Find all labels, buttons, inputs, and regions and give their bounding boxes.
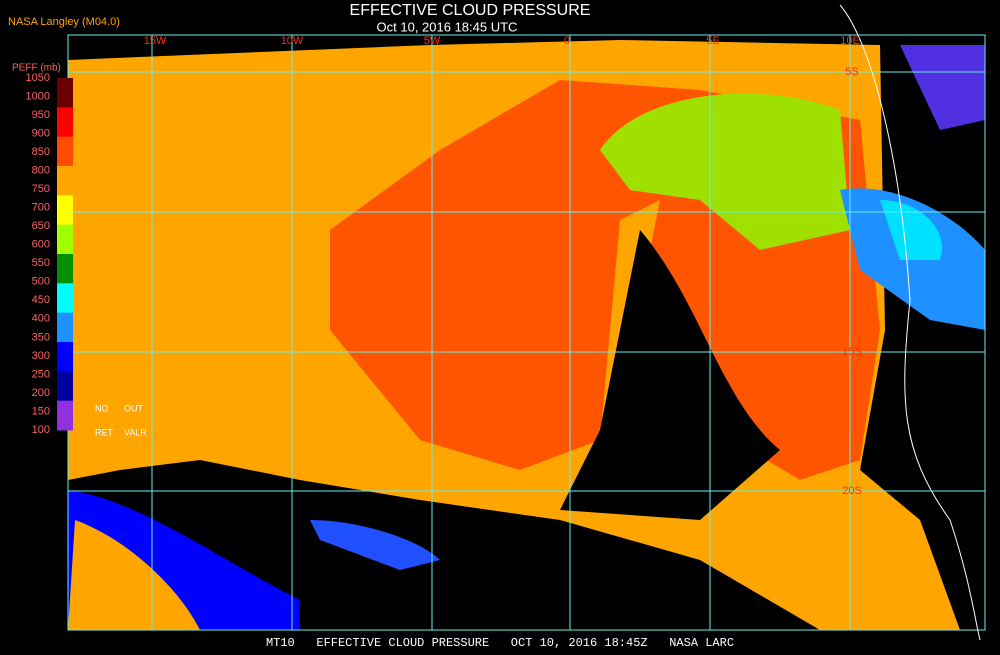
high-cloud-ne — [900, 45, 985, 130]
clear-sky — [560, 230, 780, 520]
labels: 15W 10W 5W 0 5E 10E 5S 15S 20S 1050 1000 950 900 850 8… — [26, 35, 862, 497]
colorbar-tick-label: 300 — [32, 350, 50, 362]
low-cloud-south — [68, 520, 200, 630]
colorbar-tick-label: 900 — [32, 127, 50, 139]
colorbar-tick-label: 100 — [32, 424, 50, 436]
imagery — [68, 4, 985, 641]
colorbar-segment — [57, 166, 73, 196]
colorbar-tick-label: 500 — [32, 276, 50, 288]
coastline — [839, 4, 981, 641]
lat-label: 20S — [842, 485, 862, 497]
colorbar-tick-label: 450 — [32, 294, 50, 306]
colorbar-note: RET — [95, 427, 114, 437]
title: EFFECTIVE CLOUD PRESSURE — [350, 2, 591, 19]
colorbar-note: NO — [95, 403, 109, 413]
colorbar-tick-label: 700 — [32, 202, 50, 214]
colorbar-tick-label: 800 — [32, 165, 50, 177]
lon-label: 0 — [564, 35, 570, 47]
colorbar-tick-label: 850 — [32, 146, 50, 158]
colorbar-tick-label: 750 — [32, 183, 50, 195]
colorbar-tick-label: 550 — [32, 257, 50, 269]
source: NASA Langley (M04.0) — [8, 16, 120, 28]
green-cloud — [600, 93, 850, 250]
lon-label: 5W — [424, 35, 441, 47]
colorbar-segment — [57, 400, 73, 431]
colorbar-segment — [57, 136, 73, 167]
lat-label: 5S — [845, 66, 858, 78]
colorbar-tick-label: 950 — [32, 109, 50, 121]
colorbar-tick-label: 250 — [32, 368, 50, 380]
lon-label: 15W — [144, 35, 167, 47]
colorbar-segment — [57, 371, 73, 402]
colorbar-tick-label: 1050 — [26, 72, 50, 84]
footer: MT10 EFFECTIVE CLOUD PRESSURE OCT 10, 20… — [266, 636, 734, 650]
colorbar-tick-label: 200 — [32, 387, 50, 399]
cyan-cloud — [880, 200, 942, 260]
colorbar-segment — [57, 224, 73, 255]
colorbar-note: OUT — [124, 403, 144, 413]
colorbar-tick-label: 150 — [32, 405, 50, 417]
colorbar-segment — [57, 195, 73, 226]
colorbar-tick-label: 650 — [32, 220, 50, 232]
colorbar-segment — [57, 254, 73, 284]
colorbar-tick-label: 350 — [32, 331, 50, 343]
colorbar-segment — [57, 78, 73, 108]
colorbar-tick-label: 600 — [32, 239, 50, 251]
colorbar-segment — [57, 107, 73, 138]
colorbar-label: PEFF (mb) — [12, 63, 61, 74]
colorbar-segment — [57, 312, 73, 343]
colorbar-segment — [57, 283, 73, 314]
lon-label: 10E — [840, 35, 860, 47]
graticule — [67, 34, 986, 631]
lon-label: 5E — [706, 35, 719, 47]
colorbar-segment — [57, 342, 73, 372]
lat-label: 15S — [842, 346, 862, 358]
colorbar-note: VALR — [124, 427, 147, 437]
colorbar-tick-label: 1000 — [26, 90, 50, 102]
high-cloud-mid — [310, 520, 440, 570]
colorbar-tick-label: 400 — [32, 313, 50, 325]
subtitle: Oct 10, 2016 18:45 UTC — [377, 19, 518, 34]
lon-label: 10W — [281, 35, 304, 47]
